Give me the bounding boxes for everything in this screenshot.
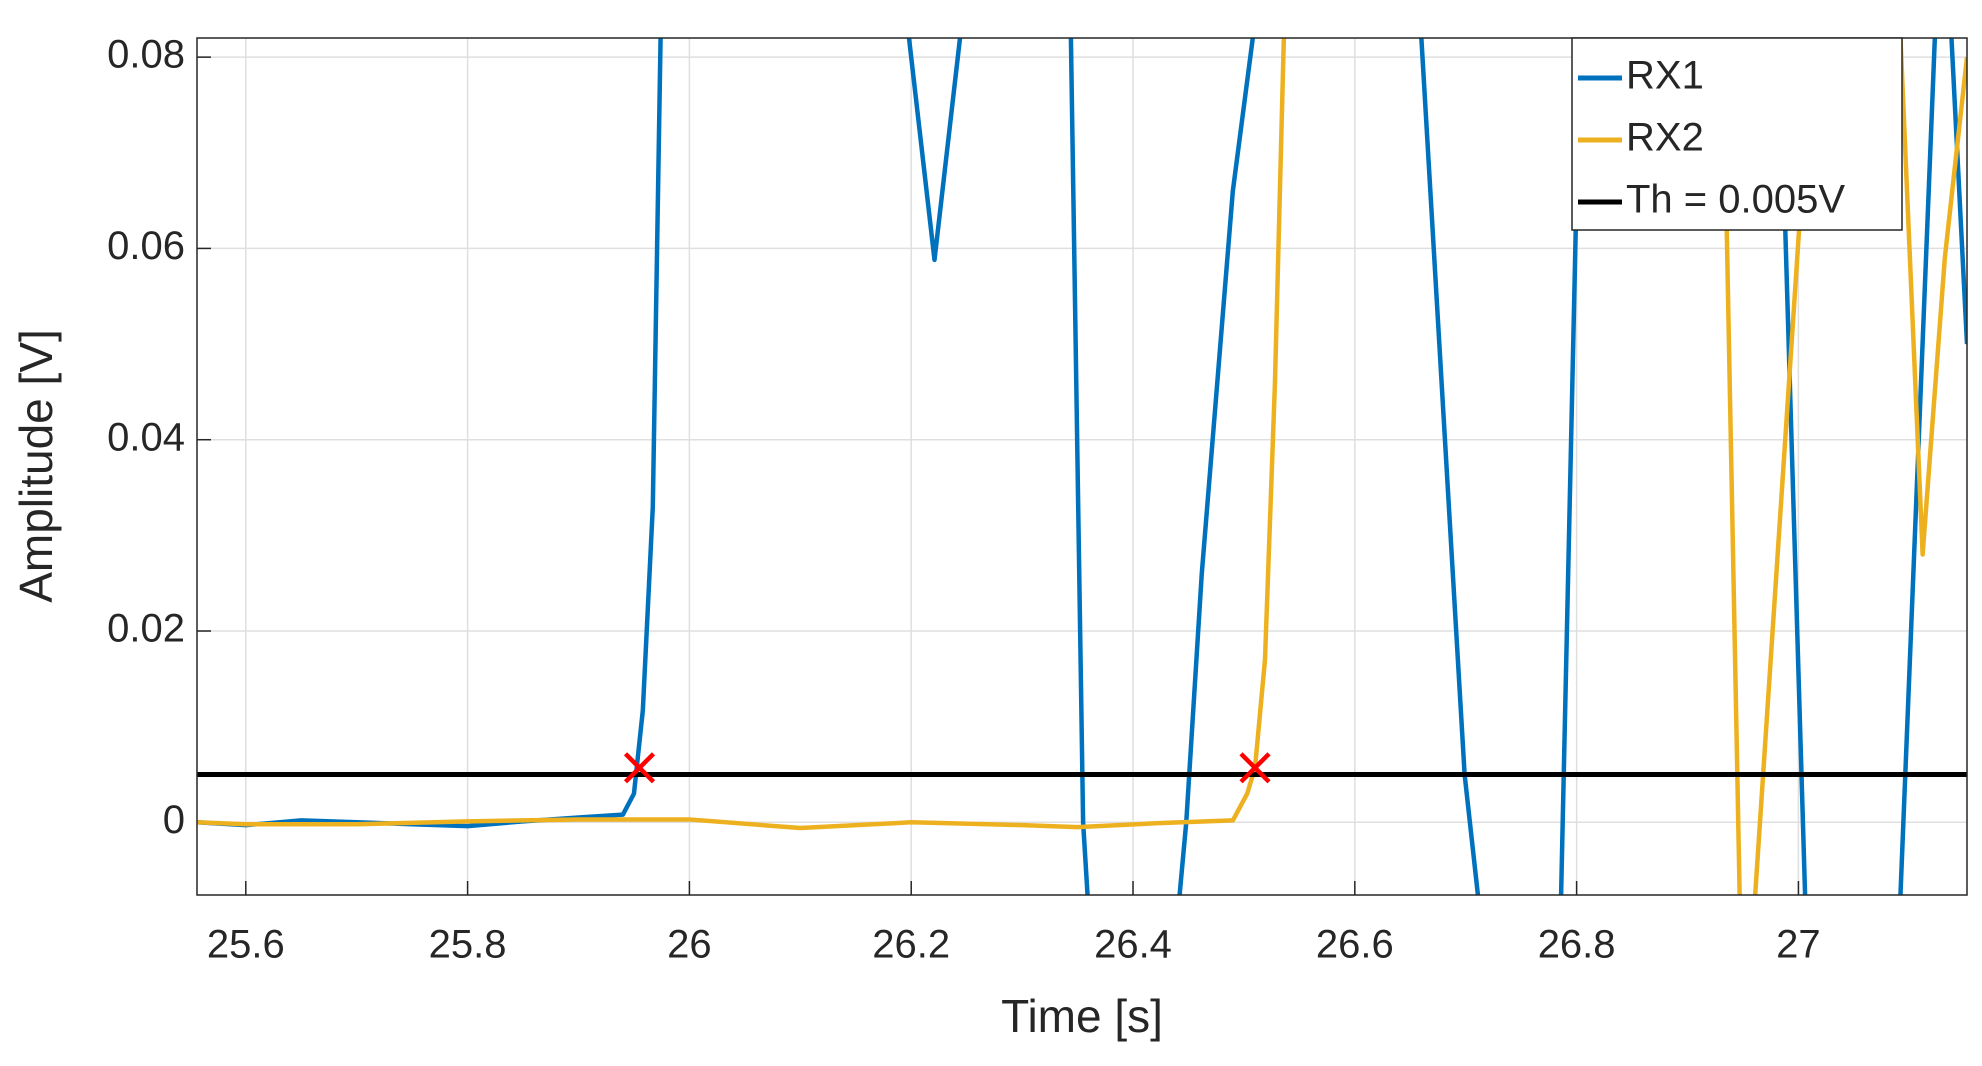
legend-box [1571,37,1903,231]
y-tick-label: 0.04 [107,415,185,459]
y-tick-label: 0.02 [107,607,185,651]
legend-label: RX2 [1626,116,1704,160]
plot-area [197,38,1967,895]
y-tick-label: 0 [163,798,185,842]
x-axis-label: Time [s] [1001,990,1163,1042]
x-tick-label: 26.2 [872,923,950,967]
series-line [197,38,1967,895]
y-tick-label: 0.06 [107,224,185,268]
crossing-marker [1239,752,1271,784]
x-tick-label: 26 [667,923,712,967]
axes-box [196,37,1968,896]
x-tick-label: 25.8 [429,923,507,967]
y-axis-label: Amplitude [V] [10,329,62,603]
crossing-marker [623,752,656,784]
x-tick-label: 26.8 [1538,923,1616,967]
x-tick-label: 25.6 [207,923,285,967]
x-tick-label: 27 [1776,923,1821,967]
legend-label: RX1 [1626,54,1704,98]
x-tick-label: 26.4 [1094,923,1172,967]
series-line [197,38,1967,895]
legend-label: Th = 0.005V [1626,178,1845,222]
y-tick-label: 0.08 [107,33,185,77]
x-tick-label: 26.6 [1316,923,1394,967]
